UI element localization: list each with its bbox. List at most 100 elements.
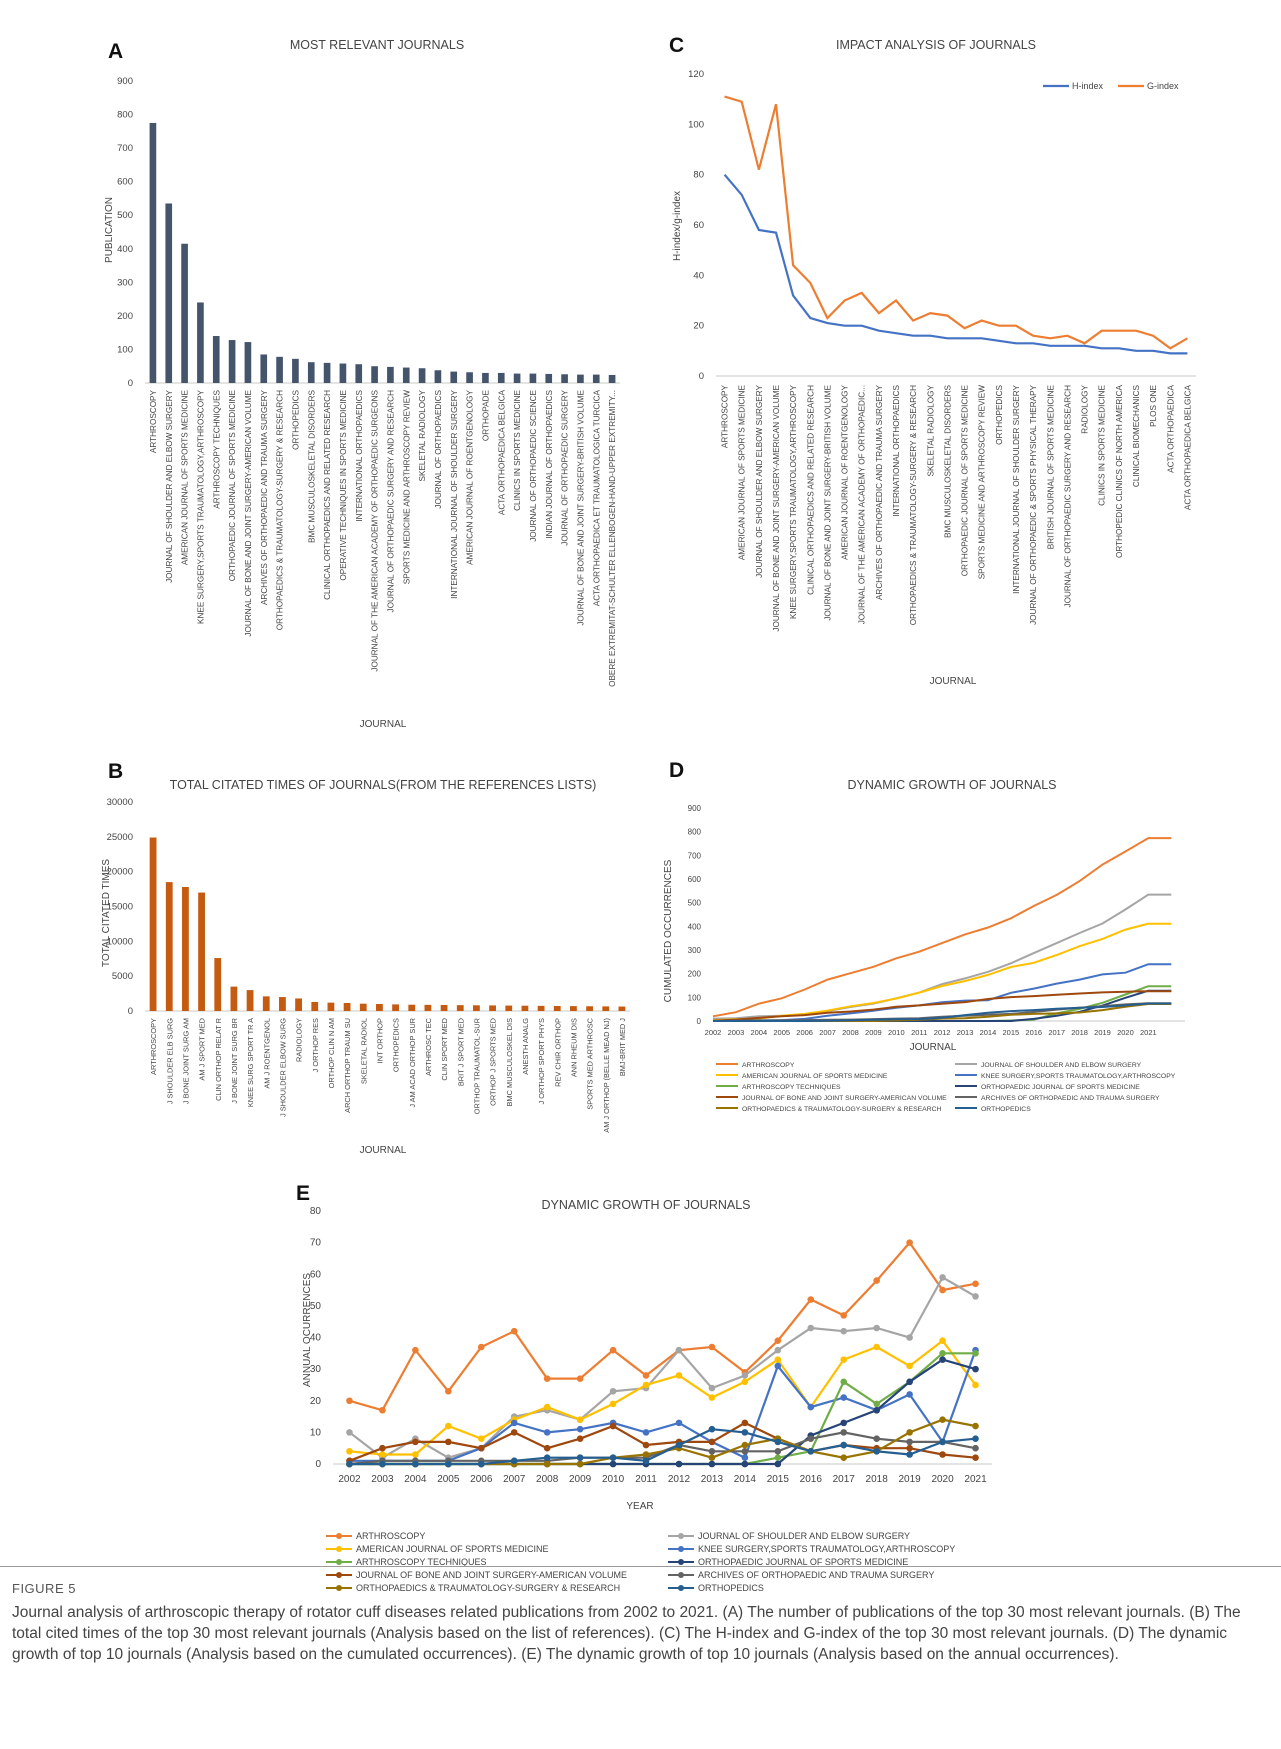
series-line — [349, 1421, 976, 1462]
bar — [165, 882, 173, 1011]
data-point — [741, 1441, 749, 1449]
x-tick-label: 2012 — [668, 1474, 691, 1485]
bar — [343, 1002, 351, 1011]
legend-marker — [336, 1533, 342, 1539]
data-point — [543, 1375, 551, 1382]
data-point — [609, 1422, 617, 1430]
legend-entry: JOURNAL OF BONE AND JOINT SURGERY-AMERIC… — [742, 1095, 947, 1102]
data-point — [708, 1425, 716, 1433]
y-tick-label: 800 — [117, 110, 133, 121]
data-point — [510, 1429, 518, 1436]
data-point — [906, 1391, 913, 1398]
bar — [228, 340, 236, 383]
x-tick-label: JOURNAL OF BONE AND JOINT SURGERY-AMERIC… — [772, 384, 781, 631]
data-point — [543, 1444, 551, 1452]
data-point — [477, 1435, 485, 1442]
series-line — [712, 893, 1172, 1020]
x-tick-label: ARCHIVES OF ORTHOPAEDIC AND TRAUMA SURGE… — [875, 384, 884, 600]
bar — [182, 886, 189, 1011]
y-tick-label: 900 — [117, 76, 133, 87]
data-point — [708, 1343, 716, 1351]
data-point — [906, 1444, 913, 1452]
data-point — [477, 1460, 485, 1468]
x-tick-label: RADIOLOGY — [1081, 384, 1090, 433]
panel-label: C — [669, 34, 684, 57]
y-tick-label: 40 — [693, 270, 704, 281]
bar — [529, 373, 537, 383]
bar — [618, 1006, 626, 1011]
data-point — [642, 1441, 650, 1449]
legend-marker — [678, 1546, 684, 1552]
chart-title: DYNAMIC GROWTH OF JOURNALS — [541, 1198, 750, 1212]
x-tick-label: SKELETAL RADIOLOGY — [926, 384, 935, 476]
bar — [246, 990, 254, 1011]
data-point — [346, 1448, 353, 1455]
y-tick-label: 900 — [688, 804, 702, 813]
bar — [371, 366, 378, 383]
legend-entry: ORTHOPAEDICS & TRAUMATOLOGY-SURGERY & RE… — [356, 1583, 620, 1593]
data-point — [906, 1438, 913, 1446]
bar — [466, 372, 473, 383]
panel-a: A MOST RELEVANT JOURNALS JOURNAL PUBLICATIO… — [104, 38, 620, 730]
x-tick-label: ORTHOP CLIN N AM — [327, 1018, 336, 1088]
x-tick-label: 2015 — [1003, 1028, 1020, 1037]
bar — [307, 362, 315, 383]
x-tick-label: 2006 — [470, 1474, 493, 1485]
bar — [197, 302, 204, 383]
x-tick-label: SPORTS MEDICINE AND ARTHROSCOPY REVIEW — [402, 390, 411, 585]
x-tick-label: CLINICAL ORTHOPAEDICS AND RELATED RESEAR… — [806, 385, 815, 595]
data-point — [379, 1444, 386, 1452]
y-tick-label: 50 — [310, 1301, 322, 1312]
data-point — [972, 1381, 979, 1389]
data-point — [840, 1454, 848, 1461]
legend-entry: AMERICAN JOURNAL OF SPORTS MEDICINE — [356, 1544, 549, 1554]
bar — [553, 1005, 561, 1011]
data-point — [774, 1460, 782, 1468]
x-tick-label: 2010 — [888, 1028, 905, 1037]
y-axis-label: CUMULATED OCCURRENCES — [663, 859, 674, 1002]
x-tick-label: 2009 — [569, 1474, 592, 1485]
x-tick-label: INDIAN JOURNAL OF ORTHOPAEDICS — [545, 389, 554, 538]
caption-divider — [0, 1566, 1281, 1567]
x-tick-label: ARTHROSC TEC — [424, 1017, 433, 1076]
y-tick-label: 20 — [693, 321, 704, 332]
data-point — [741, 1372, 749, 1379]
x-tick-label: SPORTS MED ARTHROSC — [586, 1017, 595, 1109]
legend-marker — [678, 1585, 684, 1591]
bar — [339, 363, 347, 383]
data-point — [939, 1350, 946, 1357]
data-point — [972, 1350, 979, 1357]
bar — [489, 1005, 496, 1011]
data-point — [840, 1378, 848, 1386]
x-tick-label: 2015 — [767, 1474, 790, 1485]
data-point — [840, 1429, 848, 1436]
x-tick-label: RADIOLOGY — [295, 1018, 304, 1062]
data-point — [675, 1419, 683, 1427]
x-tick-label: INT ORTHOP — [375, 1018, 384, 1063]
chart-title: IMPACT ANALYSIS OF JOURNALS — [836, 38, 1036, 52]
x-tick-label: 2012 — [934, 1028, 951, 1037]
data-point — [741, 1460, 749, 1468]
data-point — [906, 1334, 913, 1341]
x-tick-label: ORTHOP J SPORTS MED — [489, 1018, 498, 1106]
x-tick-label: 2019 — [899, 1474, 922, 1485]
chart-title: MOST RELEVANT JOURNALS — [290, 38, 464, 52]
data-point — [510, 1457, 518, 1465]
data-point — [873, 1448, 880, 1455]
x-tick-label: KNEE SURGERY,SPORTS TRAUMATOLOGY,ARTHROS… — [196, 389, 205, 624]
bar — [456, 1005, 464, 1011]
bar — [608, 374, 616, 383]
x-tick-label: 2014 — [734, 1474, 757, 1485]
y-tick-label: 20 — [310, 1396, 322, 1407]
data-point — [840, 1312, 848, 1319]
bar — [482, 372, 489, 383]
data-point — [346, 1397, 353, 1405]
x-tick-label: AMERICAN JOURNAL OF SPORTS MEDICINE — [738, 384, 747, 560]
y-tick-label: 0 — [128, 1006, 133, 1017]
x-tick-label: J ORTHOP SPORT PHYS — [537, 1018, 546, 1105]
legend-entry: ORTHOPAEDIC JOURNAL OF SPORTS MEDICINE — [981, 1084, 1140, 1091]
x-tick-label: INTERNATIONAL JOURNAL OF SHOULDER SURGER… — [1012, 384, 1021, 593]
bar — [473, 1005, 480, 1011]
x-tick-label: 2010 — [602, 1474, 625, 1485]
data-point — [873, 1435, 880, 1442]
